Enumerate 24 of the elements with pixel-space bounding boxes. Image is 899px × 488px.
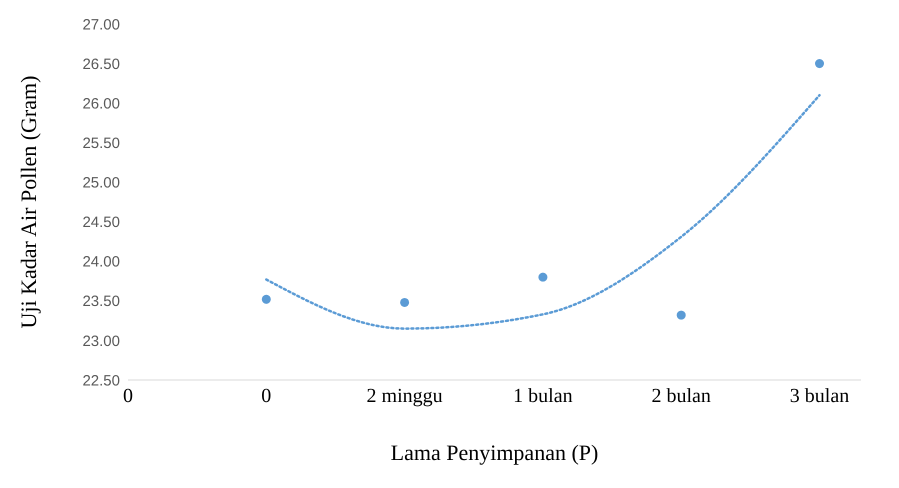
y-tick-label: 26.50 [82,56,120,73]
point [538,272,548,282]
y-tick-label: 23.00 [82,332,120,350]
y-tick-label: 23.50 [82,293,120,310]
x-tick-label: 2 bulan [651,385,711,408]
y-tick-label: 25.00 [82,174,120,192]
x-tick-label: 2 minggu [366,385,443,408]
x-tick-label: 0 [123,385,133,408]
y-tick-label: 24.00 [82,254,120,271]
y-axis-title: Uji Kadar Air Pollen (Gram) [16,76,41,328]
line-series [265,94,821,330]
x-tick-label: 3 bulan [790,385,850,408]
point [814,59,824,68]
y-tick-label: 24.50 [82,214,120,232]
point [400,298,410,307]
y-tick-label: 22.50 [82,372,120,390]
x-tick-label: 1 bulan [513,385,573,408]
y-tick-label: 27.00 [82,16,120,34]
x-tick-label: 0 [261,385,272,408]
y-tick-label: 26.00 [82,95,120,112]
point [676,310,686,320]
x-axis-title: Lama Penyimpanan (P) [390,440,598,465]
point [262,294,271,304]
y-tick-label: 25.50 [82,134,120,152]
